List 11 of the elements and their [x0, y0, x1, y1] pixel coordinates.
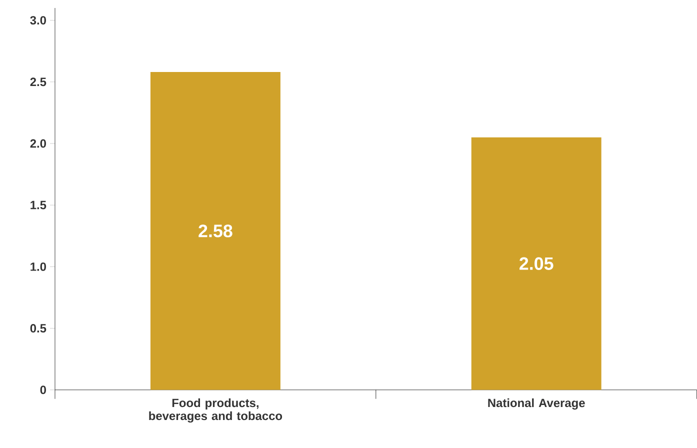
y-tick-label: 1.0	[30, 262, 46, 271]
y-tick-label: 3.0	[30, 16, 46, 25]
y-tick-label: 1.5	[30, 200, 46, 210]
y-tick-label: 0.5	[30, 324, 46, 333]
y-tick-label: 2.0	[30, 139, 46, 148]
y-tick-label: 0	[40, 386, 46, 394]
x-tick-label: Food products, beverages and tobacco	[149, 398, 282, 423]
data-label: 2.58	[198, 224, 232, 238]
x-tick-label: National Average	[488, 398, 585, 410]
y-tick-label: 2.5	[30, 78, 46, 86]
data-label: 2.05	[520, 257, 554, 270]
